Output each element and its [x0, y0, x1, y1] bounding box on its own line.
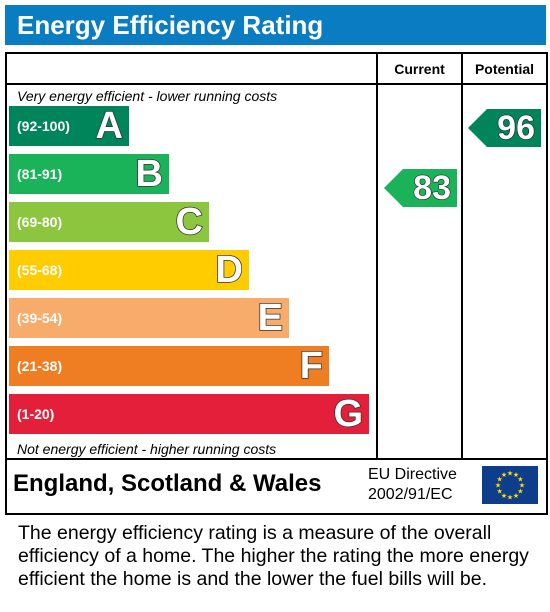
band-letter: B [135, 152, 164, 196]
band-c: (69-80) C [9, 200, 209, 244]
page-title: Energy Efficiency Rating [17, 10, 324, 40]
potential-rating-arrow: 96 [468, 108, 541, 148]
header-divider [7, 83, 546, 85]
band-range-label: (92-100) [17, 118, 70, 134]
column-header-current: Current [394, 61, 445, 77]
divider-potential [461, 54, 463, 458]
current-rating-value: 83 [413, 168, 452, 207]
eu-star-icon: ★ [517, 476, 523, 484]
band-letter: A [95, 104, 124, 148]
eu-flag-icon: ★ ★ ★ ★ ★ ★ ★ ★ ★ ★ ★ ★ [482, 466, 538, 504]
band-d: (55-68) D [9, 248, 249, 292]
eu-star-icon: ★ [519, 482, 525, 490]
band-range-label: (39-54) [17, 310, 63, 326]
eu-directive: EU Directive 2002/91/EC [368, 465, 457, 505]
column-header-potential: Potential [474, 61, 535, 77]
eu-star-icon: ★ [513, 492, 519, 500]
eu-directive-line2: 2002/91/EC [368, 486, 453, 503]
eu-directive-line1: EU Directive [368, 466, 457, 483]
eu-star-icon: ★ [501, 471, 507, 479]
potential-rating-value: 96 [497, 108, 536, 147]
band-letter: E [257, 296, 284, 340]
band-e: (39-54) E [9, 296, 289, 340]
band-letter: F [299, 344, 324, 388]
rating-table: Current Potential Very energy efficient … [5, 52, 548, 515]
country-label: England, Scotland & Wales [13, 470, 322, 497]
eu-star-icon: ★ [501, 492, 507, 500]
eu-star-icon: ★ [495, 482, 501, 490]
eu-star-icon: ★ [507, 470, 513, 478]
band-letter: D [215, 248, 244, 292]
eu-star-icon: ★ [513, 471, 519, 479]
bottom-note: Not energy efficient - higher running co… [17, 441, 277, 457]
band-g: (1-20) G [9, 392, 369, 436]
band-b: (81-91) B [9, 152, 169, 196]
description-text: The energy efficiency rating is a measur… [18, 522, 529, 590]
band-letter: C [175, 200, 204, 244]
eu-star-icon: ★ [496, 476, 502, 484]
current-rating-arrow: 83 [384, 168, 457, 208]
band-range-label: (81-91) [17, 166, 63, 182]
eu-star-icon: ★ [507, 494, 513, 502]
eu-star-icon: ★ [496, 488, 502, 496]
band-range-label: (1-20) [17, 406, 55, 422]
band-a: (92-100) A [9, 104, 129, 148]
band-range-label: (55-68) [17, 262, 63, 278]
footer-divider [7, 458, 546, 460]
eu-star-icon: ★ [517, 488, 523, 496]
band-range-label: (69-80) [17, 214, 63, 230]
divider-current [376, 54, 378, 458]
title-bar: Energy Efficiency Rating [5, 5, 546, 45]
potential-arrow-shape [468, 109, 541, 147]
top-note: Very energy efficient - lower running co… [17, 88, 278, 104]
current-arrow-shape [384, 169, 457, 207]
band-f: (21-38) F [9, 344, 329, 388]
band-range-label: (21-38) [17, 358, 63, 374]
band-letter: G [333, 392, 364, 436]
